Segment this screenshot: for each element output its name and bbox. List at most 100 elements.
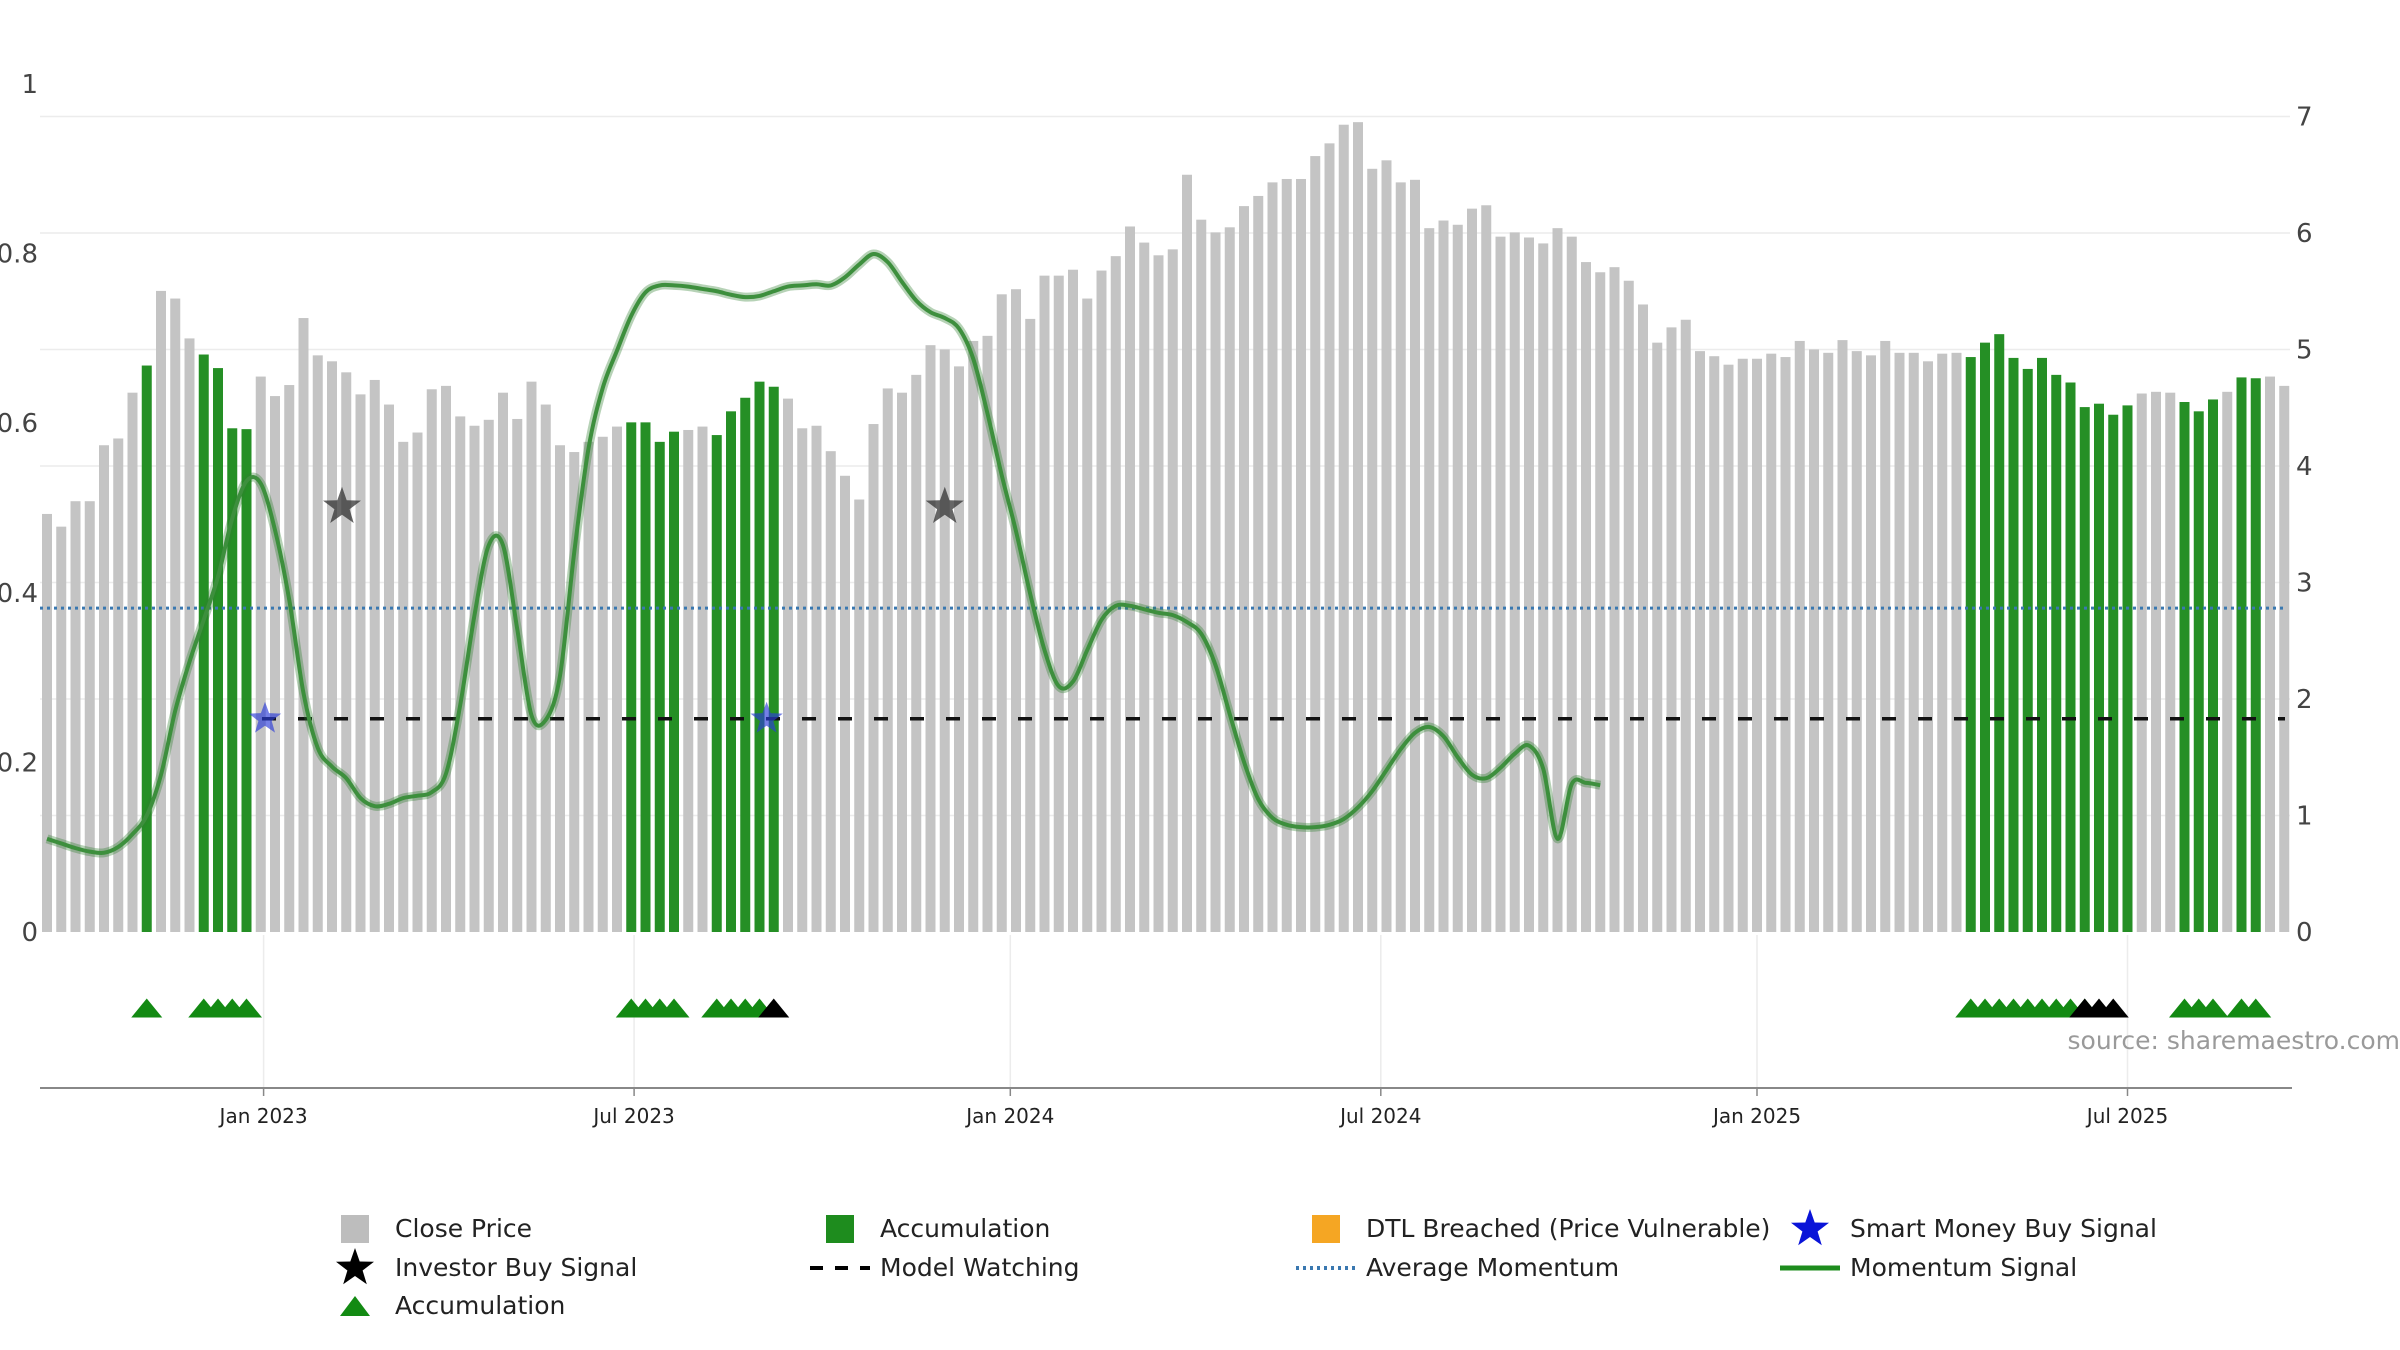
close-price-bar	[811, 425, 822, 932]
signal-lines	[40, 249, 2285, 858]
close-price-bar	[1837, 340, 1848, 932]
accumulation-bar	[754, 381, 765, 932]
investor-buy-star	[925, 486, 964, 523]
accumulation-bar	[711, 435, 722, 932]
right-tick-label: 3	[2296, 569, 2313, 599]
close-price-bar	[1153, 255, 1164, 932]
close-price-bar	[298, 318, 309, 933]
close-price-bar	[597, 436, 608, 932]
close-price-bar	[1296, 178, 1306, 932]
legend-symbol-star	[336, 1248, 374, 1285]
accumulation-bar	[2236, 377, 2247, 933]
price-bars	[42, 122, 2290, 933]
legend-item: Model Watching	[810, 1253, 1080, 1282]
legend: Close Price Accumulation DTL Breached (Pri…	[336, 1209, 2157, 1320]
legend-item: Close Price	[341, 1214, 532, 1243]
close-price-bar	[555, 445, 565, 932]
accumulation-bar	[2179, 402, 2190, 932]
accumulation-bar	[726, 411, 736, 932]
close-price-bar	[1609, 267, 1620, 933]
close-price-bar	[284, 385, 295, 932]
close-price-bar	[1851, 351, 1862, 932]
close-price-bar	[42, 513, 52, 932]
accumulation-bar	[2250, 378, 2261, 933]
close-price-bar	[612, 426, 622, 932]
close-price-bar	[583, 441, 594, 932]
accumulation-bar	[626, 422, 637, 932]
close-price-bar	[270, 396, 280, 933]
close-price-bar	[1495, 236, 1506, 932]
close-price-bar	[1566, 236, 1577, 932]
close-price-bar	[954, 366, 964, 932]
close-price-bar	[1823, 352, 1834, 932]
accumulation-bar	[2065, 382, 2076, 933]
left-tick-label: 0.6	[0, 409, 38, 439]
axes: 0 1 2 3 4 5 6 7 0 0.2 0.4 0.6 0.8 1 Jan 2023 Jul 2023 Ja…	[0, 70, 2313, 1128]
close-price-bar	[2279, 385, 2290, 932]
left-tick-label: 0.4	[0, 579, 38, 609]
left-tick-label: 0.2	[0, 748, 38, 778]
close-price-bar	[127, 392, 138, 932]
legend-label: Model Watching	[880, 1253, 1080, 1282]
close-price-bar	[70, 501, 81, 932]
x-tick-label: Jul 2023	[591, 1104, 674, 1128]
accumulation-triangle	[231, 998, 262, 1018]
close-price-bar	[469, 425, 480, 932]
left-tick-label: 0	[21, 918, 38, 948]
accumulation-triangle	[131, 998, 163, 1018]
legend-label: Investor Buy Signal	[395, 1253, 637, 1282]
close-price-bar	[1880, 340, 1891, 933]
accumulation-bar	[2208, 399, 2218, 932]
close-price-bar	[1410, 179, 1420, 933]
close-price-bar	[99, 445, 109, 932]
legend-label: Average Momentum	[1366, 1253, 1619, 1282]
close-price-bar	[1581, 262, 1591, 933]
close-price-bar	[797, 428, 808, 932]
legend-item: DTL Breached (Price Vulnerable)	[1312, 1214, 1770, 1243]
close-price-bar	[1338, 124, 1349, 933]
accumulation-bar	[2079, 407, 2090, 932]
accumulation-bar	[669, 431, 679, 932]
close-price-bar	[1752, 358, 1762, 932]
close-price-bar	[1096, 270, 1107, 932]
close-price-bar	[1552, 228, 1563, 932]
close-price-bar	[56, 526, 67, 932]
close-price-bar	[1367, 168, 1378, 933]
close-price-bar	[1224, 227, 1235, 932]
close-price-bar	[1680, 319, 1691, 932]
close-price-bar	[369, 379, 380, 932]
close-price-bar	[1652, 342, 1663, 932]
close-price-bar	[996, 294, 1007, 933]
close-price-bar	[327, 361, 337, 932]
close-price-bar	[2265, 376, 2275, 932]
close-price-bar	[1381, 160, 1392, 932]
close-price-bar	[526, 381, 537, 932]
accumulation-bar	[2193, 411, 2204, 932]
left-tick-label: 0.8	[0, 240, 38, 270]
legend-label: Accumulation	[395, 1291, 565, 1320]
close-price-bar	[156, 290, 166, 932]
legend-item: Investor Buy Signal	[336, 1248, 637, 1285]
legend-item: Accumulation	[826, 1214, 1050, 1243]
accumulation-bar	[1980, 342, 1990, 932]
close-price-bar	[1452, 224, 1463, 932]
close-price-bar	[968, 340, 979, 933]
close-price-bar	[1281, 178, 1292, 932]
accumulation-triangle	[2197, 998, 2229, 1018]
close-price-bar	[2151, 391, 2161, 933]
close-price-bar	[1951, 352, 1962, 932]
close-price-bar	[426, 389, 437, 932]
close-price-bar	[1908, 352, 1919, 932]
legend-symbol-square	[826, 1215, 854, 1243]
legend-label: Smart Money Buy Signal	[1850, 1214, 2157, 1243]
accumulation-bar	[768, 386, 779, 933]
close-price-bar	[1267, 182, 1278, 933]
accumulation-bar	[2022, 368, 2033, 933]
momentum-signal-line	[46, 251, 1601, 856]
accumulation-triangle	[2240, 998, 2272, 1018]
close-price-bar	[1053, 275, 1064, 932]
close-price-bar	[1709, 356, 1720, 932]
close-price-bar	[1196, 219, 1207, 932]
close-price-bar	[840, 475, 850, 932]
